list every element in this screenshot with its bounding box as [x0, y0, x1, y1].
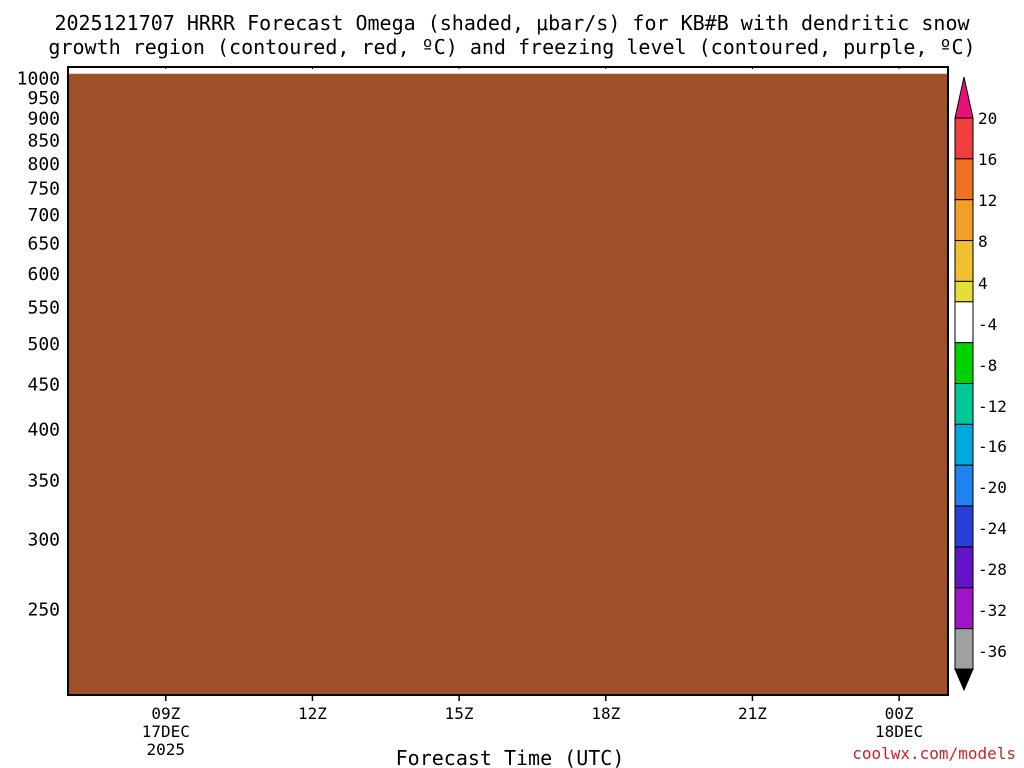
y-axis-tick-labels: 2503003504004505005506006507007508008509… [17, 68, 60, 620]
y-tick-label: 800 [27, 154, 60, 175]
colorbar-label: -4 [978, 315, 997, 334]
terrain-band [68, 73, 948, 695]
x-tick-label: 18Z [591, 704, 620, 723]
y-tick-label: 850 [27, 131, 60, 152]
colorbar-label: -8 [978, 356, 997, 375]
x-tick-label: 12Z [298, 704, 327, 723]
y-tick-label: 600 [27, 264, 60, 285]
colorbar-bottom-arrow [954, 668, 974, 692]
colorbar-label: 12 [978, 191, 997, 210]
y-tick-label: 700 [27, 205, 60, 226]
colorbar-label: -28 [978, 560, 1007, 579]
colorbar-label: -24 [978, 519, 1007, 538]
x-tick-label: 15Z [445, 704, 474, 723]
x-tick-label: 2025 [147, 740, 186, 759]
y-tick-label: 750 [27, 179, 60, 200]
y-tick-label: 300 [27, 530, 60, 551]
y-tick-label: 950 [27, 88, 60, 109]
chart-title-line-1: 2025121707 HRRR Forecast Omega (shaded, … [54, 11, 970, 35]
y-tick-label: 650 [27, 233, 60, 254]
colorbar-bin [954, 158, 974, 201]
credit-link[interactable]: coolwx.com/models [852, 744, 1016, 763]
colorbar-bin [954, 464, 974, 507]
y-tick-label: 350 [27, 471, 60, 492]
x-tick-label: 18DEC [875, 722, 923, 741]
colorbar-bin [954, 587, 974, 630]
colorbar-bin [954, 280, 974, 303]
y-tick-label: 400 [27, 419, 60, 440]
x-tick-label: 17DEC [142, 722, 190, 741]
colorbar-label: -20 [978, 478, 1007, 497]
colorbar-label: 16 [978, 150, 997, 169]
colorbar-bin [954, 546, 974, 589]
x-axis-label: Forecast Time (UTC) [396, 746, 625, 768]
colorbar-label: -12 [978, 397, 1007, 416]
colorbar-label: 8 [978, 232, 988, 251]
terrain-fill [68, 73, 948, 695]
colorbar-bin [954, 342, 974, 385]
colorbar-bin [954, 423, 974, 466]
colorbar-bin [954, 628, 974, 670]
colorbar-bin [954, 383, 974, 425]
plot-frame [67, 66, 949, 696]
y-tick-label: 500 [27, 334, 60, 355]
colorbar-label: -36 [978, 642, 1007, 661]
y-tick-label: 900 [27, 109, 60, 130]
x-tick-label: 09Z [151, 704, 180, 723]
chart-title-line-2: growth region (contoured, red, ºC) and f… [48, 35, 975, 59]
colorbar-bin [954, 240, 974, 282]
colorbar-label: 20 [978, 109, 997, 128]
colorbar-bin [954, 301, 974, 344]
x-tick-label: 00Z [885, 704, 914, 723]
colorbar-label: -32 [978, 601, 1007, 620]
y-tick-label: 250 [27, 600, 60, 621]
colorbar-bin [954, 199, 974, 242]
y-tick-label: 1000 [17, 68, 60, 89]
colorbar-top-arrow [954, 76, 974, 119]
y-tick-label: 550 [27, 297, 60, 318]
colorbar-bin [954, 505, 974, 548]
colorbar: 20 16 12 8 4 -4 -8 -12 -16 -20 -24 -28 -32 -36 [954, 76, 1007, 692]
colorbar-bin [954, 117, 974, 160]
y-tick-label: 450 [27, 374, 60, 395]
x-tick-label: 21Z [738, 704, 767, 723]
colorbar-label: -16 [978, 437, 1007, 456]
plot-border [67, 66, 949, 696]
colorbar-label: 4 [978, 274, 988, 293]
